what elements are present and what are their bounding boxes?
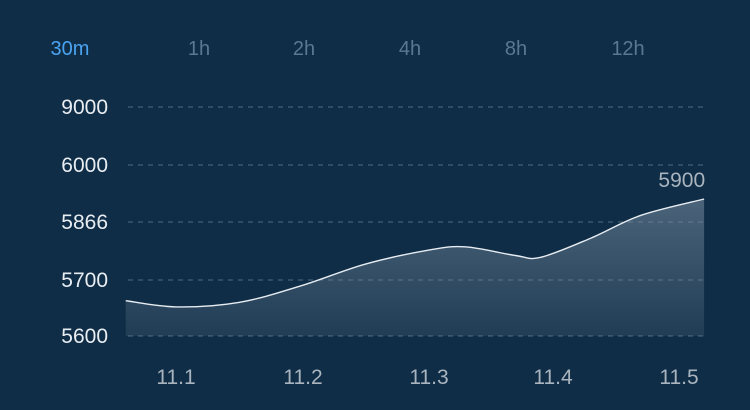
y-tick-label: 6000 (61, 154, 108, 177)
series-line (125, 198, 705, 308)
tab-4h[interactable]: 4h (398, 38, 422, 60)
y-tick-label: 9000 (61, 96, 108, 119)
y-tick-label: 5700 (61, 269, 108, 292)
x-tick-label: 11.2 (283, 366, 322, 389)
tab-8h[interactable]: 8h (504, 38, 528, 60)
tab-1h[interactable]: 1h (187, 38, 211, 60)
y-tick-label: 5600 (61, 325, 108, 348)
tab-12h[interactable]: 12h (611, 38, 645, 60)
series-area (125, 199, 705, 336)
x-tick-label: 11.4 (533, 366, 573, 389)
y-tick-label: 5866 (61, 211, 108, 234)
tab-30m[interactable]: 30m (50, 38, 90, 60)
last-value-label: 5900 (658, 169, 705, 192)
x-tick-label: 11.3 (409, 366, 448, 389)
tab-2h[interactable]: 2h (292, 38, 316, 60)
x-tick-label: 11.5 (659, 366, 698, 389)
x-tick-label: 11.1 (156, 366, 195, 389)
